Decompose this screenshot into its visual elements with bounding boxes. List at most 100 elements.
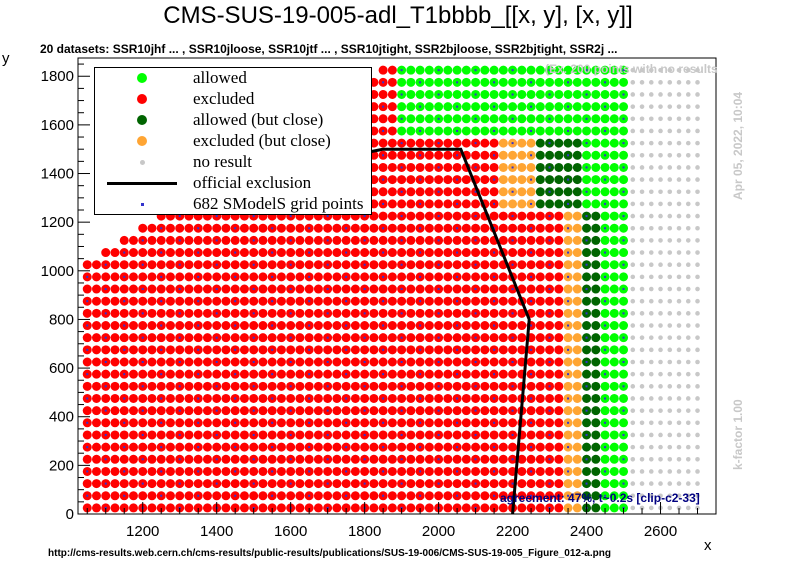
grid-point-marker bbox=[271, 397, 274, 400]
grid-point-marker bbox=[511, 361, 514, 363]
point-excluded bbox=[387, 138, 397, 148]
point-excluded bbox=[175, 491, 185, 501]
point-excluded bbox=[110, 345, 120, 355]
point-excluded bbox=[406, 296, 416, 306]
point-excluded bbox=[535, 381, 545, 391]
legend-symbol-excluded-close bbox=[107, 131, 177, 151]
point-excluded bbox=[295, 393, 305, 403]
point-excluded bbox=[535, 211, 545, 221]
point-excluded bbox=[239, 223, 249, 233]
point-excluded bbox=[452, 503, 462, 513]
point-excluded bbox=[554, 418, 564, 428]
point-excluded bbox=[258, 321, 268, 331]
point-no-result bbox=[630, 396, 636, 401]
grid-point-marker bbox=[271, 251, 274, 254]
point-excluded bbox=[128, 308, 138, 318]
grid-point-marker bbox=[585, 336, 588, 339]
grid-point-marker bbox=[493, 105, 496, 108]
point-no-result bbox=[630, 225, 636, 231]
point-no-result bbox=[630, 408, 636, 413]
grid-point-marker bbox=[160, 348, 163, 351]
point-excluded bbox=[387, 248, 397, 258]
point-excluded bbox=[378, 211, 388, 221]
point-no-result bbox=[648, 189, 654, 195]
point-no-result bbox=[648, 92, 654, 97]
point-no-result bbox=[676, 456, 682, 462]
point-excluded-close bbox=[572, 442, 582, 452]
grid-point-marker bbox=[474, 433, 477, 436]
point-allowed bbox=[443, 126, 453, 136]
point-no-result bbox=[648, 420, 654, 426]
point-excluded bbox=[165, 491, 175, 501]
point-excluded bbox=[341, 430, 351, 440]
point-allowed bbox=[609, 430, 619, 440]
point-excluded bbox=[230, 357, 240, 367]
point-no-result bbox=[658, 201, 663, 207]
point-excluded bbox=[323, 321, 333, 331]
point-no-result bbox=[667, 384, 673, 389]
point-excluded bbox=[554, 248, 564, 258]
grid-point-marker bbox=[123, 275, 126, 278]
point-excluded bbox=[202, 296, 212, 306]
point-excluded bbox=[276, 357, 286, 367]
point-excluded bbox=[91, 479, 101, 489]
point-allowed-close bbox=[572, 162, 582, 172]
point-excluded bbox=[480, 393, 490, 403]
point-excluded-close bbox=[498, 199, 508, 209]
point-excluded bbox=[415, 333, 425, 343]
point-excluded bbox=[424, 223, 434, 233]
point-excluded bbox=[193, 357, 203, 367]
point-excluded bbox=[239, 406, 249, 416]
legend-dot-swatch bbox=[140, 202, 144, 206]
grid-point-marker bbox=[437, 288, 440, 291]
point-excluded bbox=[498, 381, 508, 391]
grid-point-marker bbox=[437, 409, 440, 412]
point-excluded bbox=[221, 357, 231, 367]
point-excluded bbox=[295, 381, 305, 391]
point-allowed-close bbox=[582, 491, 592, 501]
point-no-result bbox=[630, 152, 636, 158]
grid-point-marker bbox=[511, 215, 514, 218]
grid-point-marker bbox=[400, 142, 403, 145]
grid-point-marker bbox=[178, 336, 181, 339]
point-excluded bbox=[341, 357, 351, 367]
point-no-result bbox=[630, 189, 636, 195]
point-no-result bbox=[630, 311, 636, 316]
point-excluded bbox=[276, 479, 286, 489]
point-no-result bbox=[685, 250, 691, 255]
grid-point-marker bbox=[511, 239, 514, 242]
grid-point-marker bbox=[382, 251, 385, 254]
point-allowed bbox=[461, 89, 471, 99]
grid-point-marker bbox=[271, 227, 274, 230]
point-no-result bbox=[695, 505, 700, 511]
point-no-result bbox=[658, 238, 663, 243]
point-excluded bbox=[498, 406, 508, 416]
grid-point-marker bbox=[345, 348, 348, 351]
point-excluded bbox=[202, 430, 212, 440]
point-allowed bbox=[609, 175, 619, 185]
point-allowed bbox=[609, 235, 619, 245]
grid-point-marker bbox=[604, 251, 607, 254]
grid-point-marker bbox=[326, 336, 329, 339]
point-excluded bbox=[184, 272, 194, 282]
grid-point-marker bbox=[123, 470, 126, 473]
point-excluded bbox=[221, 333, 231, 343]
point-excluded bbox=[480, 150, 490, 160]
point-no-result bbox=[630, 444, 636, 450]
point-excluded bbox=[434, 223, 444, 233]
grid-point-marker bbox=[382, 373, 385, 376]
point-excluded bbox=[369, 381, 379, 391]
point-no-result bbox=[667, 347, 673, 353]
point-excluded bbox=[82, 333, 92, 343]
point-allowed bbox=[517, 65, 527, 75]
point-excluded-close bbox=[572, 393, 582, 403]
point-allowed-close bbox=[591, 479, 601, 489]
point-excluded bbox=[369, 442, 379, 452]
point-excluded bbox=[387, 150, 397, 160]
grid-point-marker bbox=[326, 385, 329, 388]
grid-point-marker bbox=[604, 81, 607, 84]
point-excluded bbox=[147, 333, 157, 343]
point-excluded bbox=[387, 454, 397, 464]
plot-border bbox=[77, 57, 717, 515]
point-excluded bbox=[434, 345, 444, 355]
